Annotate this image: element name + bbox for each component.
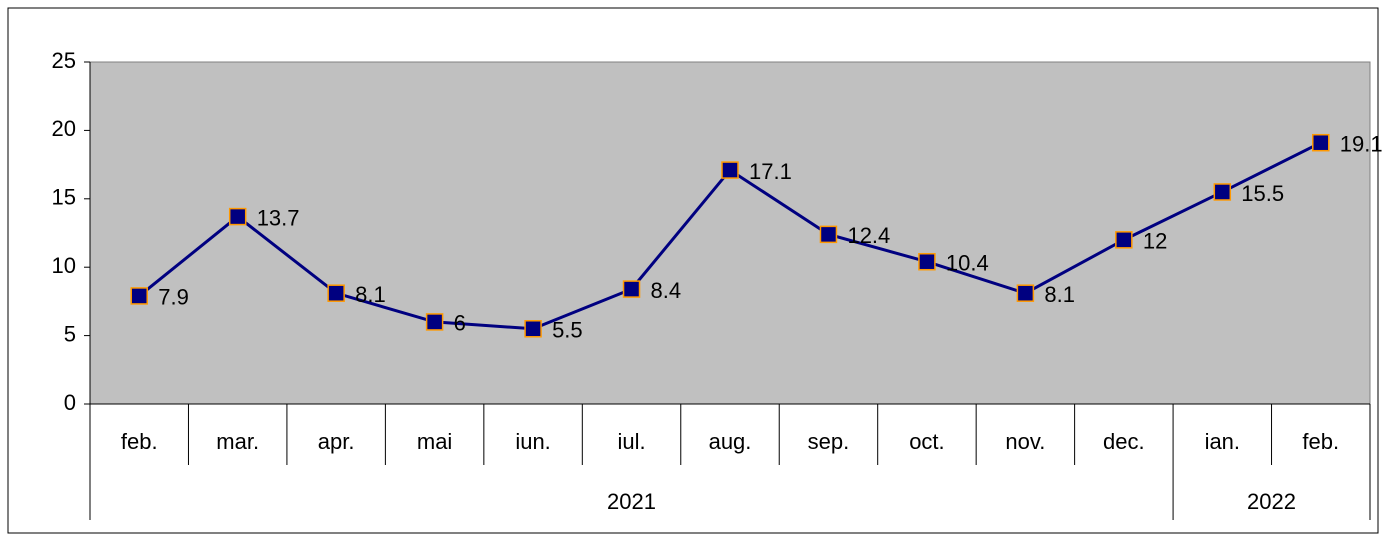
x-tick-label: ian. — [1205, 429, 1240, 454]
y-tick-label: 10 — [52, 253, 76, 278]
x-tick-label: feb. — [121, 429, 158, 454]
data-label: 5.5 — [552, 318, 583, 343]
marker — [425, 313, 444, 331]
marker — [622, 280, 641, 298]
x-tick-label: sep. — [808, 429, 850, 454]
marker — [721, 161, 739, 179]
marker — [1213, 183, 1232, 201]
marker — [1016, 284, 1035, 302]
marker — [1312, 133, 1330, 152]
data-label: 8.1 — [355, 282, 386, 307]
marker — [228, 207, 247, 226]
data-label: 19.1 — [1340, 132, 1383, 157]
data-label: 17.1 — [749, 159, 792, 184]
marker — [524, 320, 542, 338]
data-label: 13.7 — [257, 205, 300, 230]
data-label: 12 — [1143, 229, 1167, 254]
data-label: 8.1 — [1044, 282, 1075, 307]
y-tick-label: 0 — [64, 390, 76, 415]
x-tick-label: iun. — [515, 429, 550, 454]
marker — [327, 284, 345, 302]
y-tick-label: 15 — [52, 185, 76, 210]
data-label: 10.4 — [946, 251, 989, 276]
marker — [130, 287, 148, 305]
data-label: 7.9 — [158, 285, 189, 310]
data-label: 15.5 — [1241, 181, 1284, 206]
x-tick-label: feb. — [1302, 429, 1339, 454]
x-tick-label: oct. — [909, 429, 944, 454]
marker — [1115, 231, 1133, 249]
data-label: 12.4 — [847, 223, 890, 248]
x-group-label: 2022 — [1247, 489, 1296, 514]
x-tick-label: apr. — [318, 429, 355, 454]
x-group-label: 2021 — [607, 489, 656, 514]
x-tick-label: aug. — [709, 429, 752, 454]
marker — [918, 252, 936, 271]
x-tick-label: nov. — [1005, 429, 1045, 454]
x-tick-label: mai — [417, 429, 452, 454]
x-tick-label: dec. — [1103, 429, 1145, 454]
x-tick-label: iul. — [617, 429, 645, 454]
marker — [819, 225, 838, 244]
y-tick-label: 25 — [52, 48, 76, 73]
x-tick-label: mar. — [216, 429, 259, 454]
data-label: 6 — [454, 311, 466, 336]
y-tick-label: 5 — [64, 321, 76, 346]
data-label: 8.4 — [651, 278, 682, 303]
plot-area — [89, 61, 1371, 405]
y-tick-label: 20 — [52, 116, 76, 141]
